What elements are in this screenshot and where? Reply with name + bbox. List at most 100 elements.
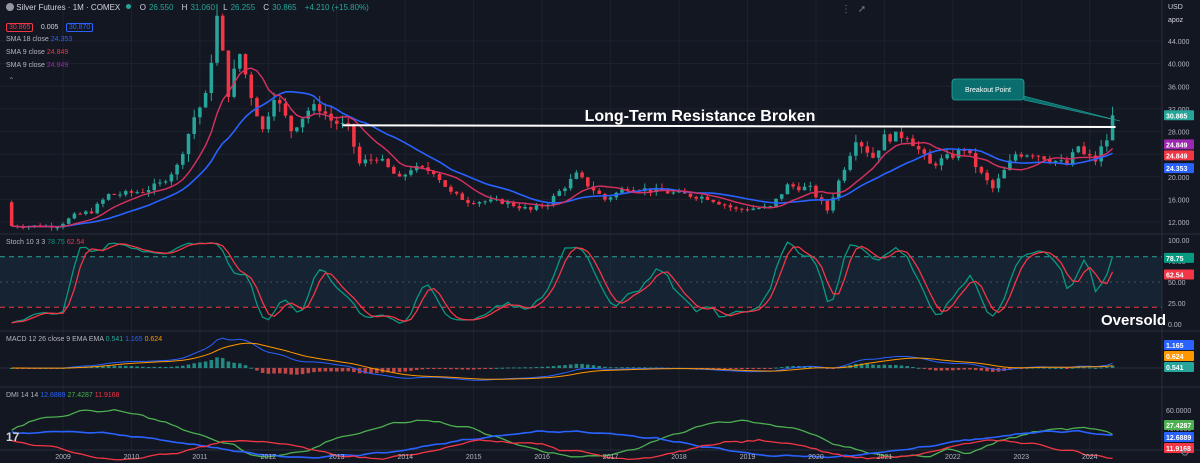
candle[interactable] bbox=[728, 203, 733, 212]
candle[interactable] bbox=[865, 141, 870, 158]
candle[interactable] bbox=[141, 188, 145, 194]
candle[interactable] bbox=[300, 118, 305, 133]
macd-histogram-bar[interactable] bbox=[985, 368, 989, 372]
candle[interactable] bbox=[72, 211, 77, 220]
candle[interactable] bbox=[568, 173, 573, 191]
candle[interactable] bbox=[705, 195, 710, 201]
macd-histogram-bar[interactable] bbox=[141, 366, 145, 368]
dmi-adx-line[interactable] bbox=[11, 429, 1113, 459]
macd-histogram-bar[interactable] bbox=[779, 367, 784, 369]
candle[interactable] bbox=[1013, 151, 1018, 164]
macd-histogram-bar[interactable] bbox=[135, 366, 139, 368]
macd-histogram-bar[interactable] bbox=[1105, 366, 1109, 368]
macd-histogram-bar[interactable] bbox=[574, 363, 579, 368]
macd-histogram-bar[interactable] bbox=[1065, 368, 1069, 369]
macd-histogram-bar[interactable] bbox=[648, 367, 653, 369]
macd-histogram-bar[interactable] bbox=[568, 364, 573, 368]
candle[interactable] bbox=[186, 133, 191, 162]
macd-histogram-bar[interactable] bbox=[882, 364, 887, 368]
candle[interactable] bbox=[654, 183, 659, 196]
candle[interactable] bbox=[89, 207, 94, 215]
sma18-legend[interactable]: SMA 18 close 24.353 bbox=[6, 36, 73, 43]
candle[interactable] bbox=[842, 167, 847, 184]
price-pane[interactable] bbox=[9, 3, 1115, 231]
macd-histogram-bar[interactable] bbox=[506, 367, 510, 369]
sma9b-legend[interactable]: SMA 9 close 24.849 bbox=[6, 62, 69, 69]
candle[interactable] bbox=[101, 197, 105, 208]
more-options-icon[interactable]: ⋮ bbox=[841, 4, 851, 15]
candle[interactable] bbox=[894, 131, 898, 142]
candle[interactable] bbox=[825, 199, 830, 214]
macd-histogram-bar[interactable] bbox=[1059, 367, 1063, 369]
macd-histogram-bar[interactable] bbox=[420, 368, 425, 370]
candle[interactable] bbox=[586, 177, 590, 189]
macd-histogram-bar[interactable] bbox=[563, 365, 567, 368]
candle[interactable] bbox=[911, 134, 915, 147]
macd-histogram-bar[interactable] bbox=[956, 368, 961, 370]
candle[interactable] bbox=[603, 193, 607, 202]
candle[interactable] bbox=[277, 96, 282, 112]
macd-histogram-bar[interactable] bbox=[272, 368, 276, 374]
candle[interactable] bbox=[1025, 154, 1029, 158]
macd-histogram-bar[interactable] bbox=[631, 367, 636, 369]
candle[interactable] bbox=[489, 195, 493, 204]
candle[interactable] bbox=[933, 161, 938, 169]
macd-histogram-bar[interactable] bbox=[968, 368, 972, 370]
macd-histogram-bar[interactable] bbox=[933, 368, 938, 371]
macd-histogram-bar[interactable] bbox=[363, 368, 368, 374]
macd-histogram-bar[interactable] bbox=[500, 367, 504, 369]
macd-histogram-bar[interactable] bbox=[1048, 367, 1052, 369]
candle[interactable] bbox=[357, 142, 362, 166]
candle[interactable] bbox=[409, 165, 413, 177]
candle[interactable] bbox=[483, 200, 487, 205]
macd-histogram-bar[interactable] bbox=[403, 368, 408, 372]
macd-histogram-bar[interactable] bbox=[220, 358, 225, 368]
macd-histogram-bar[interactable] bbox=[260, 368, 265, 373]
candle[interactable] bbox=[477, 201, 482, 207]
candle[interactable] bbox=[996, 173, 1001, 193]
macd-histogram-bar[interactable] bbox=[1110, 365, 1115, 368]
macd-histogram-bar[interactable] bbox=[175, 366, 179, 368]
candle[interactable] bbox=[1059, 154, 1063, 164]
candle[interactable] bbox=[985, 169, 989, 185]
macd-histogram-bar[interactable] bbox=[295, 368, 299, 375]
macd-histogram-bar[interactable] bbox=[928, 368, 932, 370]
candle[interactable] bbox=[922, 147, 927, 160]
candle[interactable] bbox=[700, 194, 704, 204]
macd-histogram-bar[interactable] bbox=[876, 364, 881, 368]
candle[interactable] bbox=[260, 115, 265, 133]
macd-histogram-bar[interactable] bbox=[1025, 367, 1029, 369]
macd-histogram-bar[interactable] bbox=[106, 365, 111, 368]
candle[interactable] bbox=[146, 186, 151, 197]
candle[interactable] bbox=[1002, 166, 1006, 179]
macd-histogram-bar[interactable] bbox=[169, 366, 174, 368]
dmi-plus-line[interactable] bbox=[11, 409, 1113, 458]
candle[interactable] bbox=[95, 201, 99, 215]
candle[interactable] bbox=[745, 206, 750, 212]
macd-histogram-bar[interactable] bbox=[757, 368, 761, 369]
macd-histogram-bar[interactable] bbox=[374, 368, 379, 374]
macd-histogram-bar[interactable] bbox=[129, 366, 134, 368]
macd-histogram-bar[interactable] bbox=[317, 368, 322, 372]
macd-histogram-bar[interactable] bbox=[717, 368, 721, 369]
macd-histogram-bar[interactable] bbox=[158, 366, 162, 368]
macd-histogram-bar[interactable] bbox=[209, 359, 214, 368]
macd-pane[interactable] bbox=[0, 337, 1162, 381]
candle[interactable] bbox=[175, 163, 179, 181]
macd-histogram-bar[interactable] bbox=[591, 365, 596, 368]
macd-histogram-bar[interactable] bbox=[112, 365, 117, 368]
macd-histogram-bar[interactable] bbox=[460, 368, 465, 370]
macd-histogram-bar[interactable] bbox=[511, 367, 516, 369]
macd-histogram-bar[interactable] bbox=[477, 368, 482, 370]
dmi-legend[interactable]: DMI 14 14 12.6889 27.4287 11.9168 bbox=[6, 392, 120, 399]
macd-histogram-bar[interactable] bbox=[118, 365, 122, 368]
macd-histogram-bar[interactable] bbox=[312, 368, 316, 373]
candle[interactable] bbox=[1082, 141, 1086, 156]
candle[interactable] bbox=[848, 152, 852, 172]
macd-histogram-bar[interactable] bbox=[991, 368, 995, 372]
macd-histogram-bar[interactable] bbox=[711, 368, 716, 369]
candle[interactable] bbox=[951, 149, 955, 160]
candle[interactable] bbox=[1036, 155, 1041, 161]
macd-histogram-bar[interactable] bbox=[603, 366, 607, 368]
macd-histogram-bar[interactable] bbox=[283, 368, 288, 374]
